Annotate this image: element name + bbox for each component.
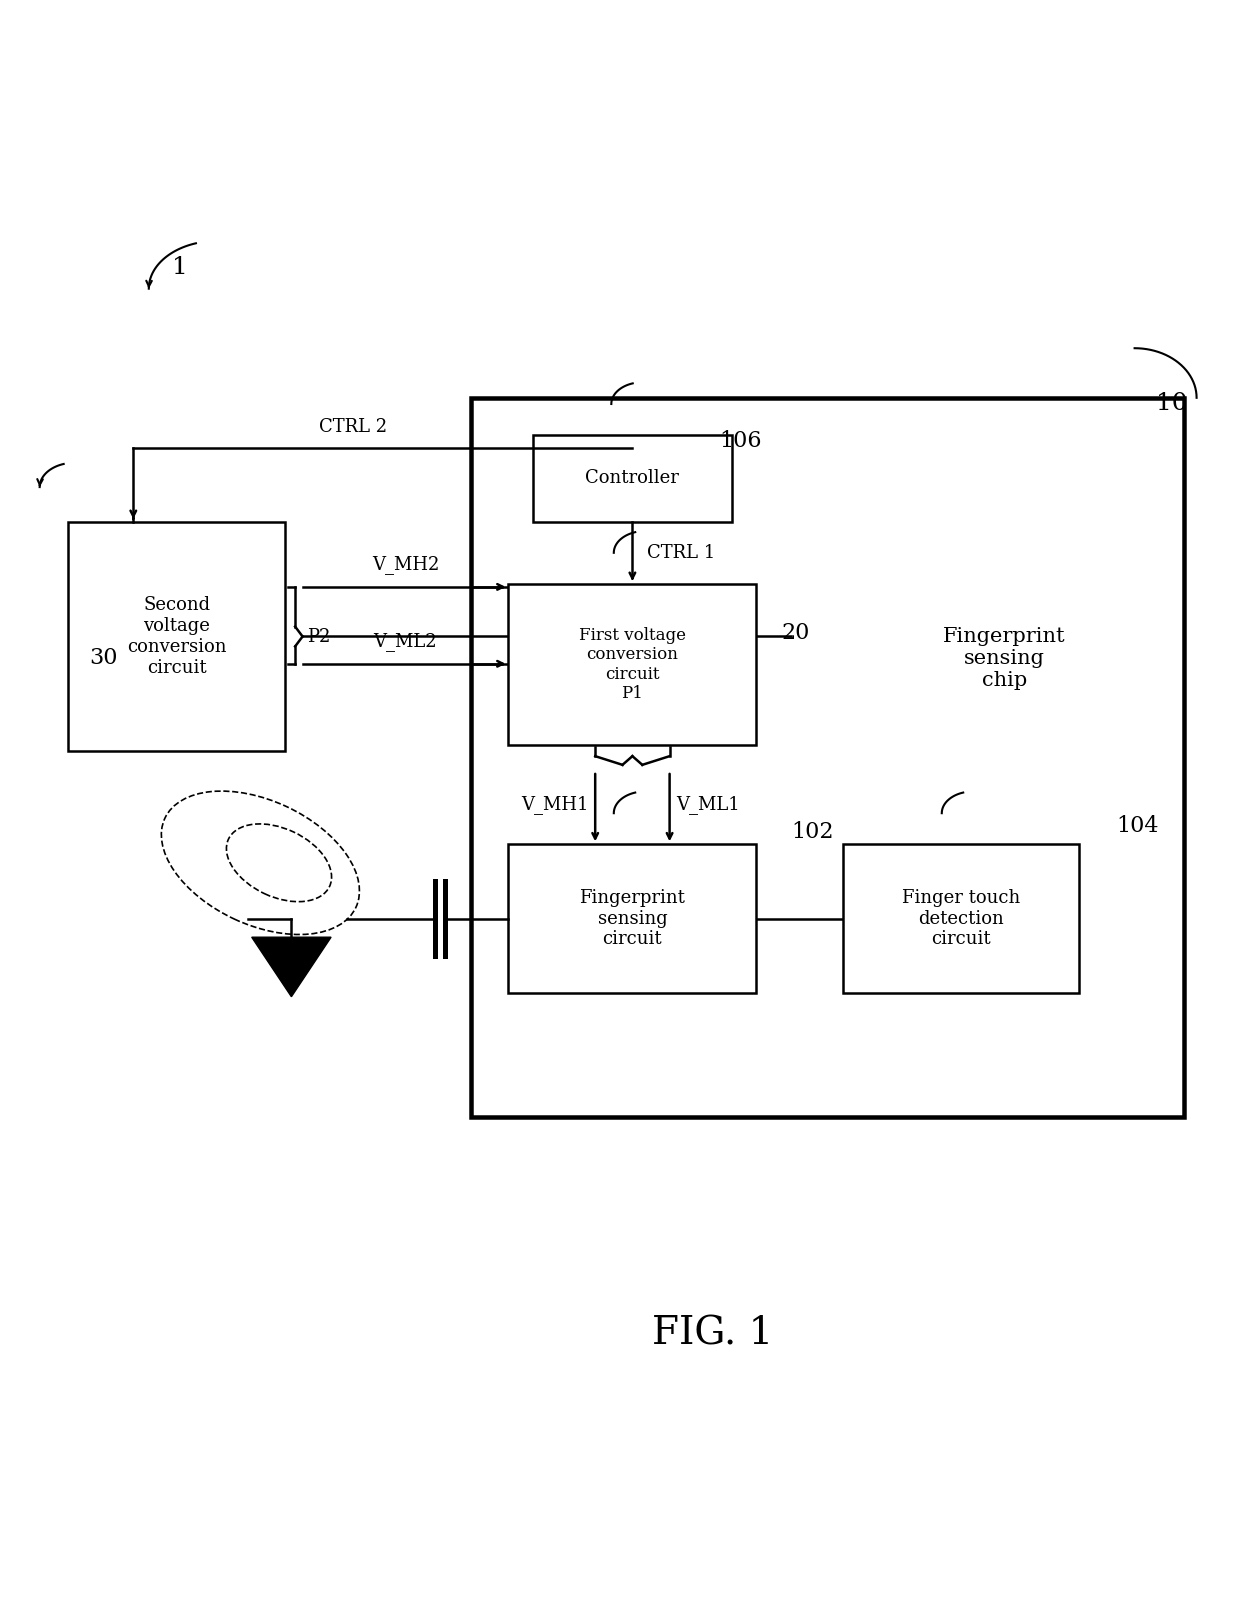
Text: CTRL 2: CTRL 2 — [320, 418, 387, 436]
Text: CTRL 1: CTRL 1 — [647, 544, 715, 562]
FancyBboxPatch shape — [508, 584, 756, 746]
Text: Fingerprint
sensing
chip: Fingerprint sensing chip — [944, 626, 1065, 689]
FancyBboxPatch shape — [843, 844, 1079, 993]
Text: FIG. 1: FIG. 1 — [652, 1315, 774, 1353]
Text: 102: 102 — [791, 822, 833, 843]
Text: 10: 10 — [1156, 392, 1188, 415]
FancyBboxPatch shape — [471, 397, 1184, 1117]
Text: V_MH1: V_MH1 — [522, 796, 589, 813]
Text: P2: P2 — [308, 628, 331, 646]
Text: Fingerprint
sensing
circuit: Fingerprint sensing circuit — [579, 889, 686, 949]
FancyBboxPatch shape — [508, 844, 756, 993]
Text: Controller: Controller — [585, 470, 680, 487]
Text: V_MH2: V_MH2 — [372, 555, 439, 575]
Text: Second
voltage
conversion
circuit: Second voltage conversion circuit — [126, 596, 227, 676]
Text: V_ML1: V_ML1 — [676, 796, 739, 813]
Text: First voltage
conversion
circuit
P1: First voltage conversion circuit P1 — [579, 626, 686, 702]
Text: 104: 104 — [1116, 815, 1158, 836]
FancyBboxPatch shape — [68, 521, 285, 751]
Text: Finger touch
detection
circuit: Finger touch detection circuit — [901, 889, 1021, 949]
FancyBboxPatch shape — [533, 436, 732, 521]
Polygon shape — [252, 938, 331, 997]
Text: 30: 30 — [89, 647, 118, 670]
Text: 1: 1 — [172, 257, 187, 279]
Text: 20: 20 — [781, 623, 810, 644]
Text: V_ML2: V_ML2 — [373, 633, 438, 652]
Text: 106: 106 — [719, 431, 761, 452]
